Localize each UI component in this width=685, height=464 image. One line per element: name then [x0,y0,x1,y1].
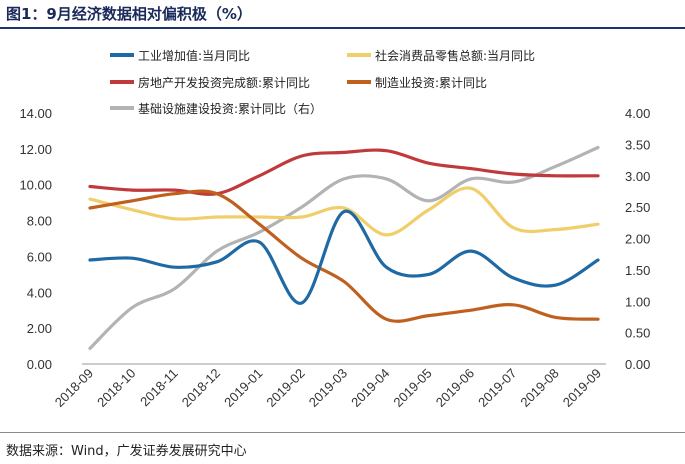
left-tick-label: 10.00 [19,178,52,193]
right-tick-label: 3.00 [625,169,650,184]
chart-title: 图1：9月经济数据相对偏积极（%） [6,5,252,23]
series-line [88,186,600,237]
series-line [88,189,600,323]
legend-label: 工业增加值:当月同比 [138,48,250,63]
left-tick-label: 14.00 [19,106,52,121]
x-tick-label: 2018-09 [52,366,96,410]
right-tick-label: 2.50 [625,200,650,215]
x-tick-label: 2019-01 [221,366,265,410]
right-tick-label: 1.00 [625,294,650,309]
x-tick-label: 2018-12 [179,366,223,410]
x-tick-label: 2019-09 [560,366,604,410]
x-tick-label: 2018-10 [94,366,138,410]
legend-label: 社会消费品零售总额:当月同比 [375,48,535,63]
series-line [88,145,600,350]
left-tick-label: 2.00 [27,321,52,336]
left-tick-label: 12.00 [19,142,52,157]
x-tick-label: 2019-06 [433,366,477,410]
x-tick-label: 2019-07 [475,366,519,410]
footer-divider [0,432,685,433]
series-lines [88,145,600,350]
x-tick-label: 2019-05 [390,366,434,410]
left-tick-label: 8.00 [27,214,52,229]
data-source: 数据来源：Wind，广发证券发展研究中心 [6,444,247,459]
series-line [88,209,600,305]
legend-label: 房地产开发投资完成额:累计同比 [138,75,310,90]
right-tick-label: 0.50 [625,326,650,341]
right-tick-label: 0.00 [625,357,650,372]
right-tick-label: 3.50 [625,137,650,152]
right-tick-label: 2.00 [625,232,650,247]
left-tick-label: 4.00 [27,285,52,300]
right-tick-label: 4.00 [625,106,650,121]
series-line [88,148,600,196]
right-tick-label: 1.50 [625,263,650,278]
legend-label: 制造业投资:累计同比 [375,75,487,90]
x-tick-label: 2018-11 [137,366,181,410]
x-tick-label: 2019-08 [517,366,561,410]
left-tick-label: 0.00 [27,357,52,372]
left-axis: 0.00 2.00 4.00 6.00 8.00 10.00 12.00 14.00 [19,106,52,372]
x-tick-label: 2019-02 [263,366,307,410]
x-axis: 2018-092018-102018-112018-122019-012019-… [52,366,604,410]
right-axis: 0.00 0.50 1.00 1.50 2.00 2.50 3.00 3.50 4.00 [625,106,650,372]
title-divider [0,27,685,29]
left-tick-label: 6.00 [27,249,52,264]
x-tick-label: 2019-03 [306,366,350,410]
x-tick-label: 2019-04 [348,366,392,410]
legend-label: 基础设施建设投资:累计同比（右） [138,101,322,116]
